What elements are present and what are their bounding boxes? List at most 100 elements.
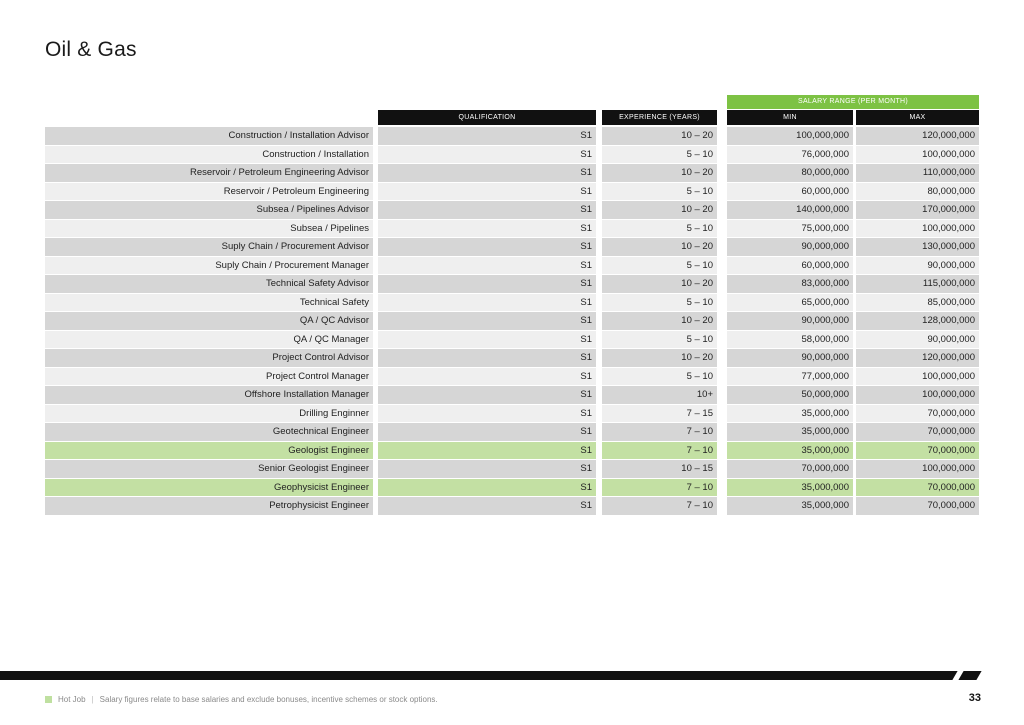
table-row: QA / QC Manager S1 5 – 10 58,000,000 90,000,… xyxy=(0,330,1024,350)
qualification-cell: S1 xyxy=(378,497,596,515)
qualification-cell: S1 xyxy=(378,312,596,330)
min-salary-cell: 65,000,000 xyxy=(727,293,853,311)
experience-cell: 10 – 20 xyxy=(602,275,717,293)
experience-cell: 7 – 10 xyxy=(602,441,717,459)
role-cell: Project Control Advisor xyxy=(45,349,373,367)
max-salary-cell: 100,000,000 xyxy=(856,219,979,237)
table-row: Geologist Engineer S1 7 – 10 35,000,000 70,0… xyxy=(0,441,1024,461)
max-header: MAX xyxy=(856,110,979,125)
max-salary-cell: 115,000,000 xyxy=(856,275,979,293)
qualification-cell: S1 xyxy=(378,330,596,348)
table-row: Geotechnical Engineer S1 7 – 10 35,000,000 7… xyxy=(0,423,1024,442)
max-salary-cell: 70,000,000 xyxy=(856,441,979,459)
experience-cell: 5 – 10 xyxy=(602,367,717,385)
max-salary-cell: 80,000,000 xyxy=(856,182,979,200)
table-row: Reservoir / Petroleum Engineering Adviso… xyxy=(0,164,1024,183)
min-salary-cell: 35,000,000 xyxy=(727,478,853,496)
max-salary-cell: 70,000,000 xyxy=(856,423,979,441)
max-salary-cell: 70,000,000 xyxy=(856,478,979,496)
experience-cell: 5 – 10 xyxy=(602,219,717,237)
min-salary-cell: 80,000,000 xyxy=(727,164,853,182)
table-row: Subsea / Pipelines Advisor S1 10 – 20 140,0… xyxy=(0,201,1024,220)
min-salary-cell: 100,000,000 xyxy=(727,127,853,145)
page-number: 33 xyxy=(968,692,981,704)
experience-cell: 7 – 10 xyxy=(602,478,717,496)
experience-cell: 5 – 10 xyxy=(602,182,717,200)
min-header: MIN xyxy=(727,110,853,125)
min-salary-cell: 35,000,000 xyxy=(727,404,853,422)
role-cell: Technical Safety Advisor xyxy=(45,275,373,293)
max-salary-cell: 100,000,000 xyxy=(856,145,979,163)
experience-cell: 10+ xyxy=(602,386,717,404)
page-title: Oil & Gas xyxy=(45,38,137,61)
role-cell: Reservoir / Petroleum Engineering xyxy=(45,182,373,200)
role-cell: Senior Geologist Engineer xyxy=(45,460,373,478)
footer-separator: | xyxy=(91,695,94,704)
max-salary-cell: 128,000,000 xyxy=(856,312,979,330)
experience-cell: 7 – 10 xyxy=(602,497,717,515)
experience-cell: 10 – 20 xyxy=(602,312,717,330)
max-salary-cell: 120,000,000 xyxy=(856,349,979,367)
qualification-cell: S1 xyxy=(378,219,596,237)
table-row: Reservoir / Petroleum Engineering S1 5 – 1… xyxy=(0,182,1024,202)
qualification-cell: S1 xyxy=(378,293,596,311)
min-salary-cell: 90,000,000 xyxy=(727,349,853,367)
table-row: Suply Chain / Procurement Advisor S1 10 – … xyxy=(0,238,1024,257)
qualification-cell: S1 xyxy=(378,201,596,219)
role-cell: QA / QC Advisor xyxy=(45,312,373,330)
max-salary-cell: 130,000,000 xyxy=(856,238,979,256)
role-cell: Geophysicist Engineer xyxy=(45,478,373,496)
role-cell: Subsea / Pipelines xyxy=(45,219,373,237)
role-cell: Suply Chain / Procurement Advisor xyxy=(45,238,373,256)
table-row: Suply Chain / Procurement Manager S1 5 – 1… xyxy=(0,256,1024,276)
footer-slash-decoration xyxy=(934,671,958,680)
table-row: Senior Geologist Engineer S1 10 – 15 70,000… xyxy=(0,460,1024,479)
min-salary-cell: 58,000,000 xyxy=(727,330,853,348)
min-salary-cell: 83,000,000 xyxy=(727,275,853,293)
min-salary-cell: 35,000,000 xyxy=(727,441,853,459)
footer-note: Salary figures relate to base salaries a… xyxy=(99,695,438,704)
experience-cell: 10 – 20 xyxy=(602,238,717,256)
qualification-cell: S1 xyxy=(378,367,596,385)
role-cell: Reservoir / Petroleum Engineering Adviso… xyxy=(45,164,373,182)
hot-job-legend-icon xyxy=(45,696,52,703)
role-cell: Offshore Installation Manager xyxy=(45,386,373,404)
table-row: Petrophysicist Engineer S1 7 – 10 35,000,00… xyxy=(0,497,1024,516)
min-salary-cell: 60,000,000 xyxy=(727,182,853,200)
qualification-cell: S1 xyxy=(378,460,596,478)
min-salary-cell: 76,000,000 xyxy=(727,145,853,163)
salary-table: Construction / Installation Advisor S1 10 … xyxy=(0,127,1024,516)
qualification-cell: S1 xyxy=(378,256,596,274)
experience-cell: 5 – 10 xyxy=(602,145,717,163)
salary-range-header: SALARY RANGE (PER MONTH) xyxy=(727,95,979,109)
qualification-cell: S1 xyxy=(378,423,596,441)
min-salary-cell: 77,000,000 xyxy=(727,367,853,385)
table-row: Project Control Advisor S1 10 – 20 90,000,0… xyxy=(0,349,1024,368)
max-salary-cell: 120,000,000 xyxy=(856,127,979,145)
experience-cell: 10 – 20 xyxy=(602,164,717,182)
qualification-cell: S1 xyxy=(378,478,596,496)
role-cell: Technical Safety xyxy=(45,293,373,311)
min-salary-cell: 75,000,000 xyxy=(727,219,853,237)
qualification-cell: S1 xyxy=(378,441,596,459)
table-row: Technical Safety Advisor S1 10 – 20 83,000,… xyxy=(0,275,1024,294)
role-cell: Suply Chain / Procurement Manager xyxy=(45,256,373,274)
footer-slash-decoration xyxy=(958,671,982,680)
table-row: Construction / Installation S1 5 – 10 76,00… xyxy=(0,145,1024,165)
experience-cell: 5 – 10 xyxy=(602,256,717,274)
experience-cell: 5 – 10 xyxy=(602,330,717,348)
role-cell: QA / QC Manager xyxy=(45,330,373,348)
max-salary-cell: 100,000,000 xyxy=(856,386,979,404)
min-salary-cell: 70,000,000 xyxy=(727,460,853,478)
max-salary-cell: 70,000,000 xyxy=(856,497,979,515)
min-salary-cell: 35,000,000 xyxy=(727,497,853,515)
role-cell: Geotechnical Engineer xyxy=(45,423,373,441)
table-row: Project Control Manager S1 5 – 10 77,000,00… xyxy=(0,367,1024,387)
qualification-cell: S1 xyxy=(378,238,596,256)
hot-job-label: Hot Job xyxy=(58,695,86,704)
qualification-cell: S1 xyxy=(378,145,596,163)
qualification-cell: S1 xyxy=(378,349,596,367)
experience-cell: 5 – 10 xyxy=(602,293,717,311)
qualification-cell: S1 xyxy=(378,164,596,182)
min-salary-cell: 90,000,000 xyxy=(727,238,853,256)
